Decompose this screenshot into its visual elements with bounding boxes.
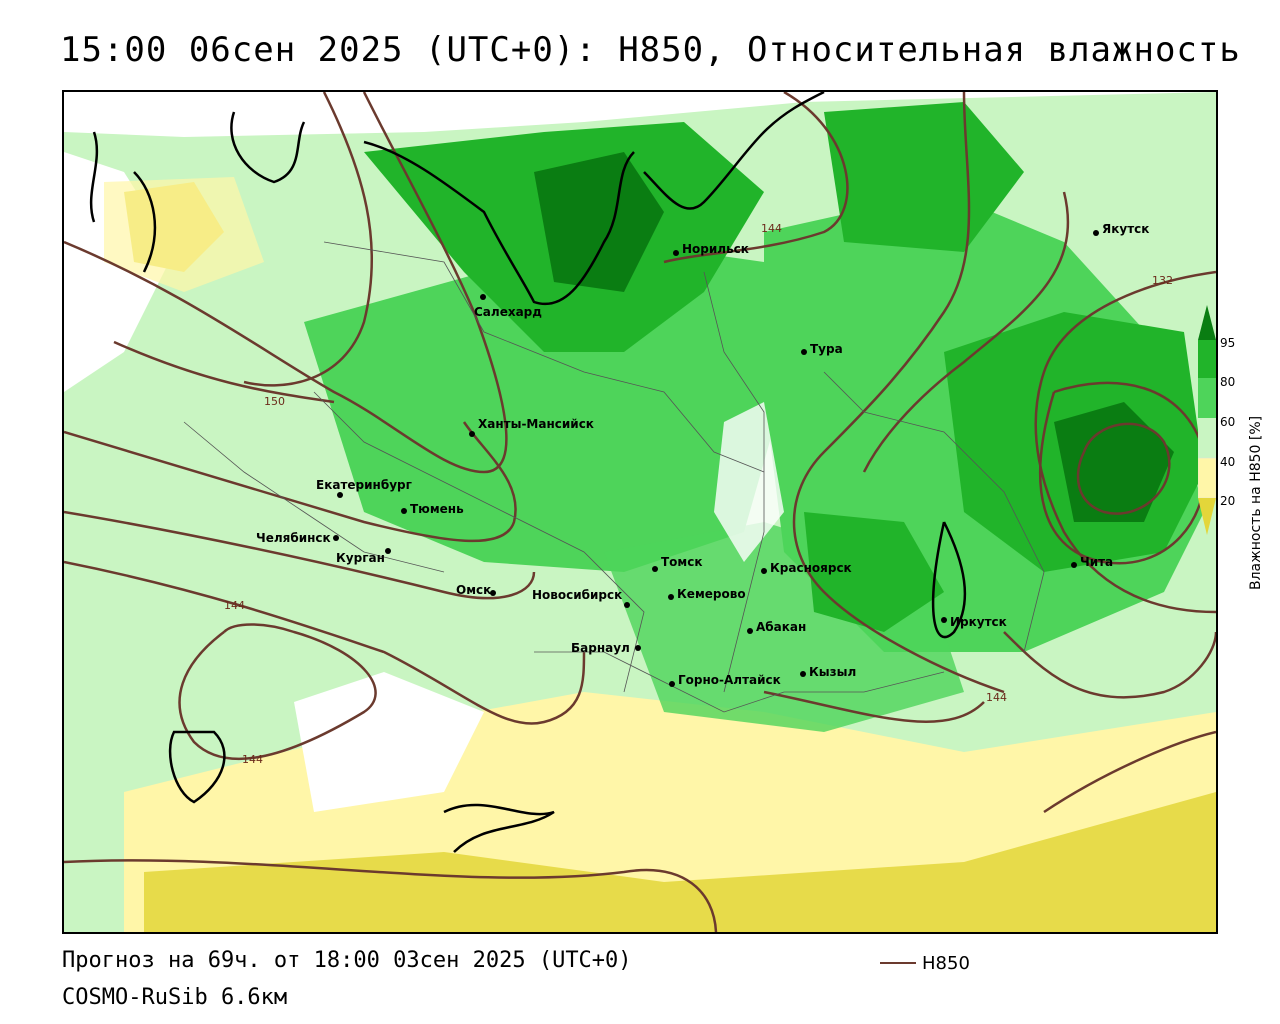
colorbar-tick: 60: [1220, 415, 1236, 429]
city-label: Томск: [661, 555, 703, 569]
contour-labels: 144 132 150 144 144 144: [224, 222, 1173, 766]
colorbar-band: [1198, 340, 1216, 378]
city-label: Тюмень: [410, 502, 464, 516]
city-label: Красноярск: [770, 561, 852, 575]
model-name: COSMO-RuSib 6.6км: [62, 985, 288, 1010]
city-label: Екатеринбург: [316, 478, 412, 492]
city-label: Иркутск: [950, 615, 1007, 629]
contour-label: 144: [986, 691, 1007, 704]
contour-label: 144: [761, 222, 782, 235]
city-label: Кемерово: [677, 587, 746, 601]
colorbar-band: [1198, 378, 1216, 418]
colorbar-band: [1198, 457, 1216, 499]
colorbar-bottom-arrow: [1198, 498, 1216, 535]
region-borders: [183, 241, 1045, 713]
colorbar-tick: 20: [1220, 494, 1236, 508]
city-label: Якутск: [1102, 222, 1149, 236]
map-title: 15:00 06сен 2025 (UTC+0): H850, Относите…: [60, 30, 1241, 70]
contour-label: 132: [1152, 274, 1173, 287]
colorbar-band: [1198, 418, 1216, 458]
city-markers: Якутск Норильск Салехард Тура Ханты-Манс…: [256, 222, 1149, 687]
city-label: Тура: [810, 342, 843, 356]
city-label: Норильск: [682, 242, 749, 256]
colorbar-tick: 40: [1220, 455, 1236, 469]
colorbar-title: Влажность на H850 [%]: [1248, 415, 1264, 590]
city-label: Курган: [336, 551, 385, 565]
map-canvas: 144 132 150 144 144 144 Якутск Норильск …: [64, 92, 1216, 932]
h850-contours: [64, 92, 1216, 932]
colorbar-title-wrap: Влажность на H850 [%]: [1248, 355, 1268, 595]
city-label: Чита: [1080, 555, 1113, 569]
city-label: Абакан: [756, 620, 806, 634]
city-label: Новосибирск: [532, 588, 622, 602]
city-label: Челябинск: [256, 531, 331, 545]
colorbar-tick: 95: [1220, 336, 1236, 350]
city-label: Салехард: [474, 305, 542, 319]
h850-legend-label: H850: [922, 953, 970, 974]
humidity-colorbar: [1198, 305, 1216, 535]
city-label: Барнаул: [571, 641, 630, 655]
contour-label: 144: [242, 753, 263, 766]
colorbar-top-arrow: [1198, 305, 1216, 340]
city-label: Ханты-Мансийск: [478, 417, 594, 431]
colorbar-tick: 80: [1220, 375, 1236, 389]
h850-legend-line: [880, 962, 916, 964]
city-label: Омск: [456, 583, 491, 597]
city-label: Горно-Алтайск: [678, 673, 781, 687]
contour-label: 150: [264, 395, 285, 408]
city-label: Кызыл: [809, 665, 856, 679]
coastlines: [89, 92, 967, 853]
weather-map[interactable]: 144 132 150 144 144 144 Якутск Норильск …: [62, 90, 1218, 934]
forecast-info: Прогноз на 69ч. от 18:00 03сен 2025 (UTC…: [62, 948, 632, 973]
contour-label: 144: [224, 599, 245, 612]
